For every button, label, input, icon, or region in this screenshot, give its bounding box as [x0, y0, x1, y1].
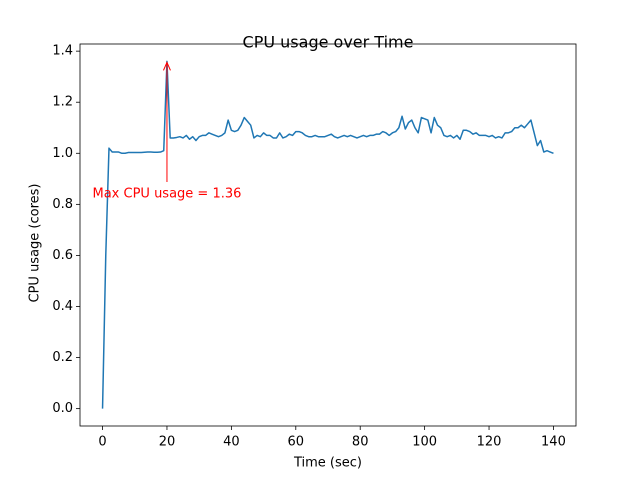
- y-tick-label: 0.6: [52, 248, 73, 263]
- chart-title: CPU usage over Time: [243, 33, 414, 52]
- y-tick-label: 1.2: [52, 95, 73, 110]
- y-tick-label: 0.8: [52, 197, 73, 212]
- x-tick-label: 100: [412, 435, 437, 450]
- x-tick-label: 20: [159, 435, 176, 450]
- x-tick-label: 60: [288, 435, 305, 450]
- y-tick-label: 1.4: [52, 44, 73, 59]
- annotation-arrowhead: [163, 61, 171, 71]
- x-tick-label: 80: [352, 435, 369, 450]
- annotation-text: Max CPU usage = 1.36: [93, 187, 242, 202]
- x-tick-label: 40: [223, 435, 240, 450]
- y-tick-label: 0.0: [52, 401, 73, 416]
- y-axis-label: CPU usage (cores): [28, 184, 43, 303]
- line: [101, 60, 554, 409]
- y-tick-label: 0.2: [52, 350, 73, 365]
- x-tick-label: 140: [541, 435, 566, 450]
- x-tick-label: 0: [98, 435, 106, 450]
- y-tick-label: 1.0: [52, 146, 73, 161]
- x-tick-label: 120: [477, 435, 502, 450]
- y-tick-label: 0.4: [52, 299, 73, 314]
- plot-frame: [79, 43, 577, 427]
- x-axis-label: Time (sec): [293, 456, 362, 471]
